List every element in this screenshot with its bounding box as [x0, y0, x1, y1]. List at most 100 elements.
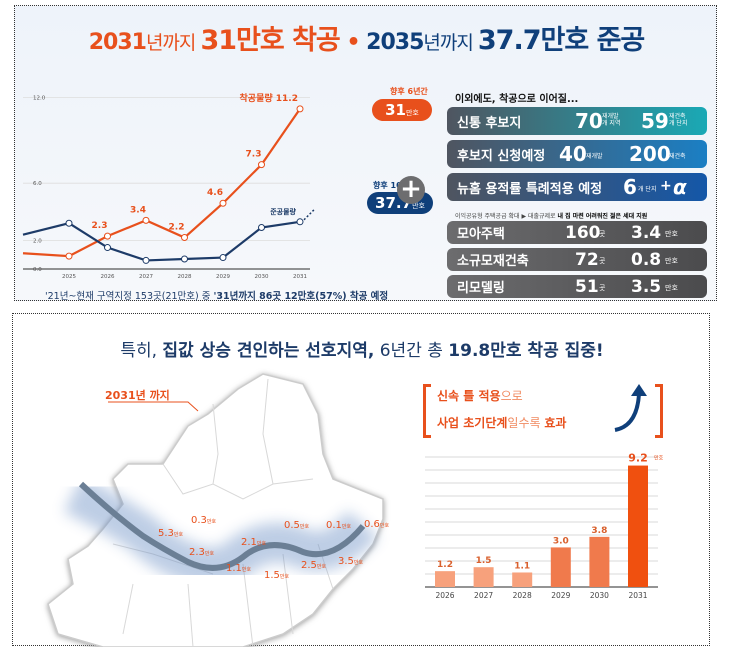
line-chart: 0.0 2.0 6.0 12.0 2025 2026 2027 2028 2029 2030 203… [22, 92, 315, 280]
callout-line [108, 401, 199, 412]
series-line-completion [22, 220, 301, 262]
data-label: 2.3 [92, 221, 108, 231]
construction-badge-value: 31 [385, 101, 406, 119]
x-tick-label: 2028 [513, 591, 532, 600]
row-value-2: 59 [641, 109, 669, 133]
row-homes-unit: 만호 [665, 284, 678, 292]
seoul-map [47, 373, 384, 647]
data-point [181, 255, 188, 263]
row-value-1: 70 [575, 109, 603, 133]
page-title: 2031년까지 31만호 착공 • 2035년까지 37.7만호 준공 [15, 18, 718, 57]
subtitle-total: 19.8만호 착공 집중! [448, 341, 604, 361]
footnote-highlight: '31년까지 86곳 12만호(57%) 착공 예정 [213, 291, 389, 302]
row-unit-1: 재개발 [586, 153, 603, 160]
row-homes: 3.4 [631, 222, 662, 243]
bar-value-label: 9.2 [628, 452, 648, 465]
bar-value-label: 3.0 [553, 536, 569, 546]
unit-a: 재건축 [669, 113, 686, 120]
data-point [296, 218, 304, 226]
note-text: 이익공유형 주택공급 확대 ▶ 대출규제로 [455, 213, 558, 220]
right-heading: 이외에도, 착공으로 이어질... [455, 94, 579, 105]
x-tick-label: 2029 [216, 274, 230, 280]
bar-2030 [589, 536, 610, 587]
row-unit-2: 재건축 [669, 153, 686, 160]
data-label: 2.2 [169, 223, 185, 233]
row-unit-1: 개 단지 [638, 186, 657, 193]
x-tick-label: 2026 [101, 274, 115, 280]
data-point [65, 219, 73, 227]
plus-circle-icon: + [397, 176, 425, 204]
row-value-2: 200 [629, 142, 671, 166]
bar-value-label: 3.8 [591, 526, 607, 536]
map-value-label: 0.5만호 [284, 520, 309, 531]
left-bracket [423, 384, 431, 438]
map-unit: 만호 [279, 574, 290, 580]
construction-badge-caption: 향후 6년간 [390, 87, 428, 96]
map-outline [47, 373, 384, 647]
data-point [258, 224, 265, 232]
unit-b: 개 단지 [669, 120, 688, 127]
row-candidate-application: 후보지 신청예정 40 재개발 200 재건축 [447, 140, 707, 168]
row-label: 뉴홈 용적률 특례적용 예정 [457, 181, 603, 197]
bar-value-unit: 만호 [654, 455, 664, 462]
data-point [296, 105, 304, 113]
map-unit: 만호 [299, 524, 310, 530]
row-value-1: 6 [623, 175, 637, 199]
row-label: 리모델링 [457, 281, 505, 296]
map-value: 1.1 [226, 563, 242, 574]
bar-2031 [628, 465, 648, 587]
map-value-label: 3.5만호 [338, 556, 363, 567]
map-value: 2.1 [241, 537, 257, 548]
map-value-label: 5.3만호 [158, 528, 183, 539]
policy-note: 이익공유형 주택공급 확대 ▶ 대출규제로 내 집 마련 어려워진 젊은 세대 … [455, 211, 647, 220]
series-label: 준공물량 [270, 207, 296, 216]
map-callout: 2031년 까지 [105, 389, 170, 402]
bar-caption-line-2: 사업 초기단계일수록 효과 [437, 414, 566, 431]
map-unit: 만호 [241, 567, 252, 573]
x-tick-label: 2025 [62, 274, 76, 280]
data-point [219, 199, 227, 207]
title-construction: 31만호 착공 [200, 25, 340, 56]
data-label: 7.3 [246, 150, 262, 160]
row-label: 모아주택 [457, 227, 505, 242]
unit-b: 개 지역 [602, 120, 621, 127]
x-tick-label: 2030 [590, 591, 609, 600]
completion-badge-unit: 만호 [412, 202, 425, 210]
row-homes-unit: 만호 [665, 257, 678, 265]
subtitle-mid: 6년간 총 [374, 341, 449, 361]
map-unit: 만호 [316, 564, 327, 570]
map-unit: 만호 [256, 541, 267, 547]
map-value-label: 0.1만호 [326, 520, 351, 531]
row-unit-1: 재개발 개 지역 [602, 113, 620, 127]
data-point [181, 234, 188, 242]
row-homes: 3.5 [631, 276, 662, 297]
bottom-panel: 특히, 집값 상승 견인하는 선호지역, 6년간 총 19.8만호 착공 집중!… [12, 313, 710, 647]
map-unit: 만호 [206, 519, 217, 525]
map-value-label: 0.3만호 [191, 515, 216, 526]
alpha-symbol: α [673, 175, 687, 199]
map-unit: 만호 [204, 551, 215, 557]
title-until-1: 년까지 [145, 32, 201, 54]
data-label: 4.6 [207, 188, 223, 198]
caption-bold: 사업 초기단계 [437, 416, 508, 430]
y-tick-label: 0.0 [33, 267, 42, 273]
map-unit: 만호 [379, 523, 390, 529]
row-homes: 0.8 [631, 249, 662, 270]
caption-bold: 신속 틀 적용 [437, 389, 501, 403]
x-tick-label: 2027 [139, 274, 153, 280]
map-value-label: 1.5만호 [264, 570, 289, 581]
bar-value-label: 1.2 [437, 560, 453, 570]
row-count-unit: 곳 [599, 284, 606, 292]
map-value: 2.5 [301, 560, 317, 571]
y-tick-label: 12.0 [33, 95, 46, 101]
x-tick-label: 2030 [255, 274, 269, 280]
title-year-2: 2035 [366, 30, 424, 55]
right-bracket [655, 384, 663, 438]
x-tick-label: 2027 [474, 591, 493, 600]
map-value: 0.6 [364, 519, 380, 530]
map-value-label: 1.1만호 [226, 563, 251, 574]
row-count: 51 [575, 276, 599, 297]
map-value: 0.5 [284, 520, 300, 531]
data-point [219, 254, 227, 262]
row-remodeling: 리모델링 51 곳 3.5 만호 [447, 275, 707, 298]
